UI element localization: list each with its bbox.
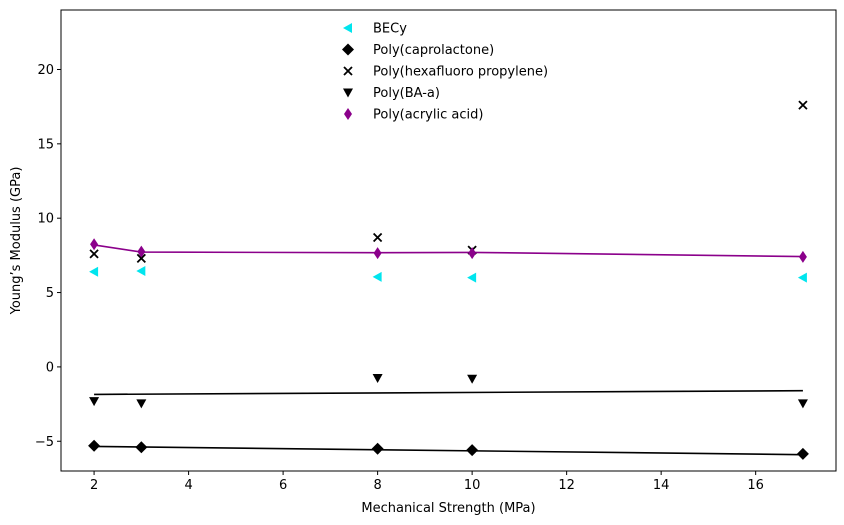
data-point-s3-2 <box>372 374 383 384</box>
data-point-s0-0 <box>89 266 99 277</box>
data-point-s4-1 <box>137 245 146 258</box>
x-axis-label: Mechanical Strength (MPa) <box>361 501 535 516</box>
legend-label-3: Poly(BA-a) <box>373 86 440 101</box>
legend-marker-1 <box>342 43 354 56</box>
data-point-s0-1 <box>136 265 146 276</box>
data-point-s4-4 <box>798 250 807 263</box>
data-point-s2-0 <box>89 249 99 259</box>
x-axis-ticks: 2 4 6 8 10 12 14 16 <box>90 471 764 493</box>
data-markers <box>88 100 809 460</box>
x-tick-label: 8 <box>373 478 381 493</box>
trend-line-3 <box>94 389 803 396</box>
x-tick-label: 12 <box>558 478 575 493</box>
x-tick-label: 2 <box>90 478 98 493</box>
data-point-s4-2 <box>373 247 382 260</box>
data-point-s0-3 <box>467 272 477 283</box>
legend-marker-3 <box>343 88 353 98</box>
y-tick-label: −5 <box>35 435 54 450</box>
data-point-s3-3 <box>467 374 478 384</box>
data-point-s1-4 <box>796 447 809 460</box>
legend-label-4: Poly(acrylic acid) <box>373 108 483 123</box>
x-tick-label: 14 <box>653 478 670 493</box>
legend-label-1: Poly(caprolactone) <box>373 43 494 58</box>
x-tick-label: 10 <box>464 478 481 493</box>
y-axis-ticks: −5 0 5 10 15 20 <box>35 63 61 450</box>
y-tick-label: 5 <box>46 286 54 301</box>
data-point-s4-3 <box>468 247 477 260</box>
legend-marker-2 <box>343 66 353 76</box>
y-tick-label: 10 <box>37 212 54 227</box>
data-point-s1-2 <box>371 442 384 455</box>
data-point-s1-3 <box>466 444 479 457</box>
data-point-s3-1 <box>136 399 147 409</box>
x-tick-label: 16 <box>747 478 764 493</box>
data-point-s2-4 <box>798 100 808 110</box>
x-tick-label: 6 <box>279 478 287 493</box>
y-tick-label: 0 <box>46 360 54 375</box>
data-point-s2-1 <box>136 253 146 263</box>
data-point-s4-0 <box>90 238 99 251</box>
data-point-s1-1 <box>135 441 148 454</box>
legend-label-0: BECy <box>373 22 407 37</box>
plot-frame <box>60 9 837 472</box>
legend-label-2: Poly(hexafluoro propylene) <box>373 65 548 80</box>
data-point-s3-0 <box>89 397 100 407</box>
legend-marker-4 <box>344 108 352 120</box>
data-point-s0-2 <box>372 271 382 282</box>
y-axis-label: Young’s Modulus (GPa) <box>9 167 24 316</box>
trend-line-1 <box>94 445 803 456</box>
legend-marker-0 <box>343 23 352 33</box>
legend: BECy Poly(caprolactone) Poly(hexafluoro pr… <box>342 22 548 123</box>
data-point-s1-0 <box>88 439 101 452</box>
y-tick-label: 15 <box>37 137 54 152</box>
data-point-s2-2 <box>372 232 383 243</box>
y-tick-label: 20 <box>37 63 54 78</box>
x-tick-label: 4 <box>184 478 192 493</box>
data-point-s0-4 <box>797 272 807 283</box>
data-point-s3-4 <box>797 399 808 409</box>
